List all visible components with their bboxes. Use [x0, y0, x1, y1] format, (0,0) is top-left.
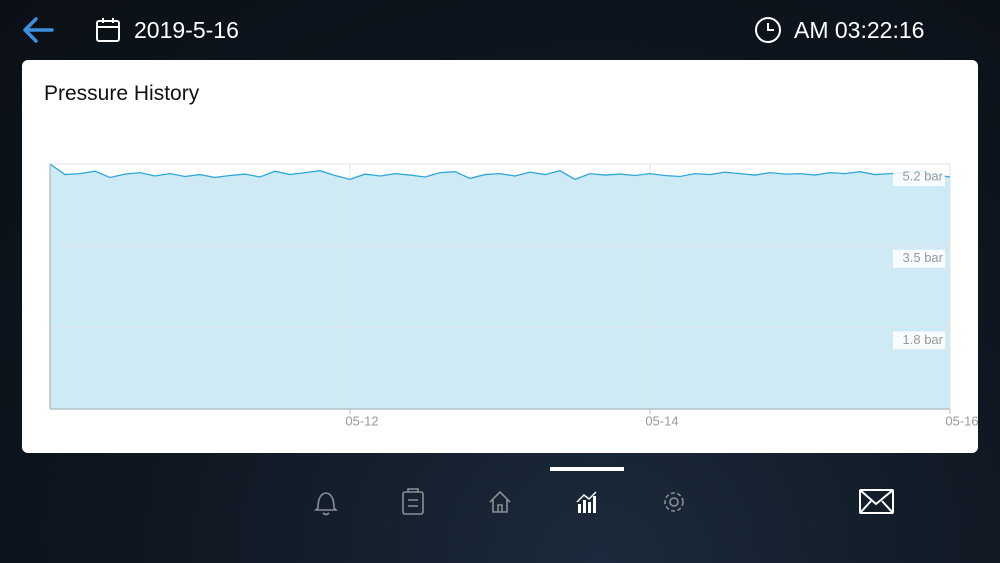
chart-title: Pressure History	[44, 82, 200, 105]
time: AM 03:22:16	[794, 17, 925, 43]
y-tick-label-bg	[893, 331, 945, 350]
x-tick-label: 05-14	[645, 413, 678, 428]
clock-icon	[755, 17, 781, 43]
x-tick-label: 05-16	[945, 413, 978, 428]
alarm-tab[interactable]	[314, 492, 338, 516]
log-tab[interactable]	[402, 488, 424, 515]
settings-tab[interactable]	[664, 492, 684, 512]
y-tick-label-bg	[893, 249, 945, 268]
y-tick-label-bg	[893, 168, 945, 186]
y-tick-label: 1.8 bar	[903, 332, 944, 347]
message-tab[interactable]	[859, 489, 894, 514]
active-indicator	[550, 467, 624, 471]
home-tab[interactable]	[489, 490, 511, 513]
history-tab[interactable]	[576, 491, 597, 513]
area	[50, 164, 950, 409]
x-tick-label: 05-12	[345, 413, 378, 428]
date: 2019-5-16	[134, 17, 239, 43]
nav-bar	[314, 488, 894, 516]
y-tick-label: 5.2 bar	[903, 168, 944, 183]
calendar-icon	[96, 18, 120, 42]
y-tick-label: 3.5 bar	[903, 250, 944, 265]
line	[49, 163, 951, 181]
back-button[interactable]	[20, 14, 56, 46]
